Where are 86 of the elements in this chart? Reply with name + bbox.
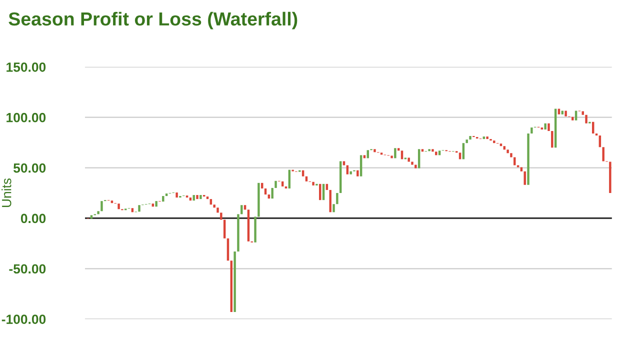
- bar: [482, 136, 486, 140]
- bar: [213, 204, 216, 208]
- bar: [342, 161, 346, 166]
- bar: [336, 193, 338, 204]
- y-axis-title: Units: [2, 178, 12, 208]
- bar: [466, 140, 468, 144]
- bar: [561, 110, 564, 114]
- bar: [458, 152, 462, 160]
- bar: [582, 111, 584, 115]
- bar: [244, 205, 246, 210]
- bar: [530, 127, 533, 134]
- bar: [397, 148, 400, 151]
- bar: [271, 188, 274, 199]
- bar: [312, 182, 314, 186]
- bar: [192, 195, 195, 201]
- bar: [438, 150, 441, 156]
- bar: [510, 153, 512, 158]
- y-tick-label: 100.00: [6, 112, 46, 122]
- bar: [493, 140, 496, 144]
- bar: [329, 190, 332, 212]
- bar: [254, 216, 256, 242]
- bar: [411, 162, 414, 165]
- bar: [544, 123, 546, 130]
- bar: [524, 171, 526, 185]
- bar: [138, 205, 140, 212]
- bar: [274, 180, 277, 188]
- bar: [469, 136, 472, 140]
- bar: [234, 251, 236, 312]
- bar: [97, 211, 100, 214]
- bar: [551, 130, 554, 148]
- bar: [237, 214, 240, 252]
- bar: [247, 210, 250, 242]
- bar: [332, 204, 335, 212]
- bar: [414, 164, 417, 168]
- bar: [585, 114, 588, 124]
- bar: [260, 182, 264, 188]
- y-tick-label: -100.00: [2, 314, 46, 324]
- bar: [100, 201, 103, 212]
- bar: [216, 208, 219, 213]
- bar: [319, 184, 322, 200]
- bar: [322, 184, 325, 200]
- bar: [390, 156, 393, 158]
- bar: [418, 149, 420, 168]
- bar: [220, 212, 222, 220]
- bar: [609, 162, 612, 193]
- bar: [548, 123, 550, 131]
- bar: [165, 194, 168, 196]
- bar: [602, 147, 604, 162]
- bar: [90, 215, 93, 219]
- bar: [210, 199, 212, 205]
- bar: [421, 149, 424, 152]
- bar: [514, 157, 516, 166]
- bar: [350, 171, 352, 174]
- bar: [110, 200, 114, 204]
- y-tick-label: 150.00: [6, 62, 46, 72]
- bar: [374, 149, 376, 152]
- bar: [223, 220, 226, 238]
- bar: [258, 182, 260, 217]
- bar: [435, 152, 438, 156]
- bar: [206, 196, 209, 200]
- bar: [118, 204, 120, 210]
- bar: [572, 116, 574, 120]
- bar: [432, 149, 434, 152]
- bar: [155, 201, 158, 207]
- bar: [503, 146, 506, 150]
- bar: [408, 158, 410, 162]
- bar: [360, 155, 362, 176]
- bar: [200, 195, 202, 200]
- bar: [394, 148, 396, 158]
- bar: [462, 143, 465, 160]
- y-tick-label: 0.00: [20, 214, 46, 224]
- bar: [486, 136, 488, 140]
- bar: [230, 260, 232, 312]
- bar: [506, 150, 509, 154]
- y-tick-label: 50.00: [14, 163, 46, 173]
- bar: [500, 144, 502, 146]
- bar: [564, 110, 567, 116]
- bar: [558, 108, 560, 114]
- bar: [339, 161, 342, 193]
- bar: [196, 195, 198, 200]
- bar: [527, 133, 530, 185]
- bar: [162, 196, 164, 202]
- bar: [176, 192, 178, 198]
- bar: [356, 170, 359, 176]
- y-tick-label: -50.00: [9, 264, 46, 274]
- chart-title: Season Profit or Loss (Waterfall): [8, 12, 298, 30]
